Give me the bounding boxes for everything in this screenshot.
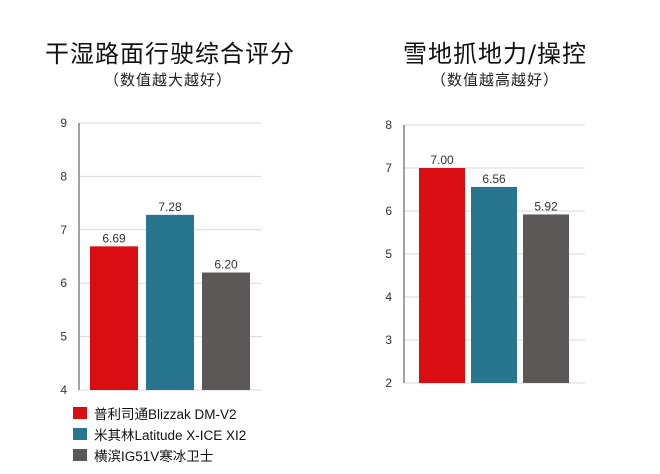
- chart-2-ytick-label: 3: [385, 333, 392, 347]
- chart-1-subtitle: （数值越大越好）: [103, 71, 233, 89]
- chart-2-subtitle: （数值越高越好）: [430, 71, 560, 89]
- legend-swatch-bridgestone: [73, 406, 87, 419]
- chart-1-bar-3: [202, 272, 250, 390]
- chart-1-ytick-label: 7: [60, 223, 67, 237]
- chart-2-bar-2: [471, 186, 517, 383]
- legend-label-yokohama: 横滨IG51V寒冰卫士: [94, 448, 214, 464]
- chart-1-ytick-label: 4: [60, 383, 67, 397]
- chart-1-bar-2-value-label: 7.28: [158, 200, 182, 214]
- chart-2-bar-2-value-label: 6.56: [482, 172, 506, 186]
- chart-1-ytick-label: 8: [60, 169, 67, 183]
- chart-2-bar-1: [419, 168, 465, 383]
- chart-1-bar-3-value-label: 6.20: [214, 258, 238, 272]
- legend-item-yokohama: 横滨IG51V寒冰卫士: [73, 444, 246, 465]
- legend-label-michelin: 米其林Latitude X-ICE XI2: [94, 427, 247, 443]
- chart-1-ytick-label: 9: [60, 116, 67, 130]
- chart-1-bar-1-value-label: 6.69: [102, 231, 126, 245]
- chart-2-bar-3: [523, 214, 569, 383]
- chart-2-ytick-label: 5: [385, 247, 392, 261]
- legend-swatch-yokohama: [73, 448, 87, 461]
- chart-2-bar-3-value-label: 5.92: [534, 199, 558, 213]
- legend-item-bridgestone: 普利司通Blizzak DM-V2: [73, 402, 246, 423]
- legend: 普利司通Blizzak DM-V2 米其林Latitude X-ICE XI2 …: [73, 402, 246, 465]
- chart-1-bar-1: [90, 246, 138, 390]
- chart-2-ytick-label: 7: [385, 161, 392, 175]
- legend-label-bridgestone: 普利司通Blizzak DM-V2: [94, 406, 237, 422]
- chart-2-ytick-label: 2: [385, 376, 392, 390]
- chart-1-title: 干湿路面行驶综合评分: [45, 40, 295, 68]
- legend-swatch-michelin: [73, 427, 87, 440]
- chart-2-ytick-label: 4: [385, 290, 392, 304]
- legend-item-michelin: 米其林Latitude X-ICE XI2: [73, 423, 246, 444]
- chart-2-ytick-label: 8: [385, 118, 392, 132]
- chart-2-title: 雪地抓地力/操控: [402, 40, 588, 68]
- chart-1-bar-2: [146, 214, 194, 390]
- chart-2-ytick-label: 6: [385, 204, 392, 218]
- chart-1-ytick-label: 5: [60, 330, 67, 344]
- chart-1-ytick-label: 6: [60, 276, 67, 290]
- chart-2-bar-1-value-label: 7.00: [430, 153, 454, 167]
